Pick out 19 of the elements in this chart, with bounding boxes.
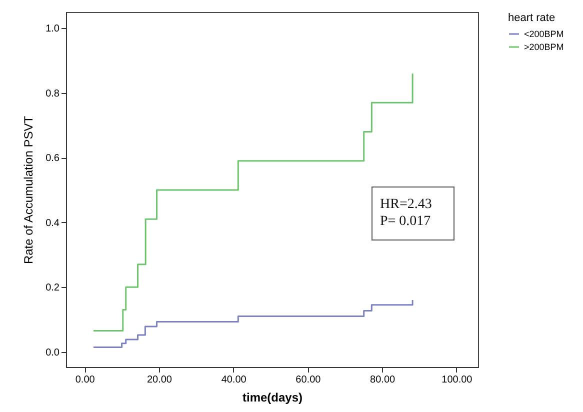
y-tick-label: 1.0: [46, 24, 60, 35]
x-tick-label: 20.00: [146, 374, 172, 386]
x-tick-label: 60.00: [296, 374, 322, 386]
x-axis-title: time(days): [242, 390, 303, 404]
legend-label: <200BPM: [524, 29, 564, 39]
y-tick-label: 0.4: [46, 218, 60, 229]
x-tick-label: 80.00: [370, 374, 396, 386]
y-tick-label: 0.0: [46, 347, 60, 358]
annotation: P= 0.017: [380, 214, 431, 229]
x-tick-label: 40.00: [221, 374, 247, 386]
legend-title: heart rate: [508, 12, 556, 24]
y-tick-label: 0.6: [46, 153, 60, 164]
annotation: HR=2.43: [380, 197, 432, 212]
y-tick-label: 0.2: [46, 282, 60, 294]
x-tick-label: 0.00: [75, 374, 96, 386]
y-axis-title: Rate of Accumulation PSVT: [22, 115, 36, 264]
y-tick-label: 0.8: [46, 88, 60, 100]
legend-label: >200BPM: [524, 42, 564, 52]
x-tick-label: 100.00: [442, 374, 473, 386]
